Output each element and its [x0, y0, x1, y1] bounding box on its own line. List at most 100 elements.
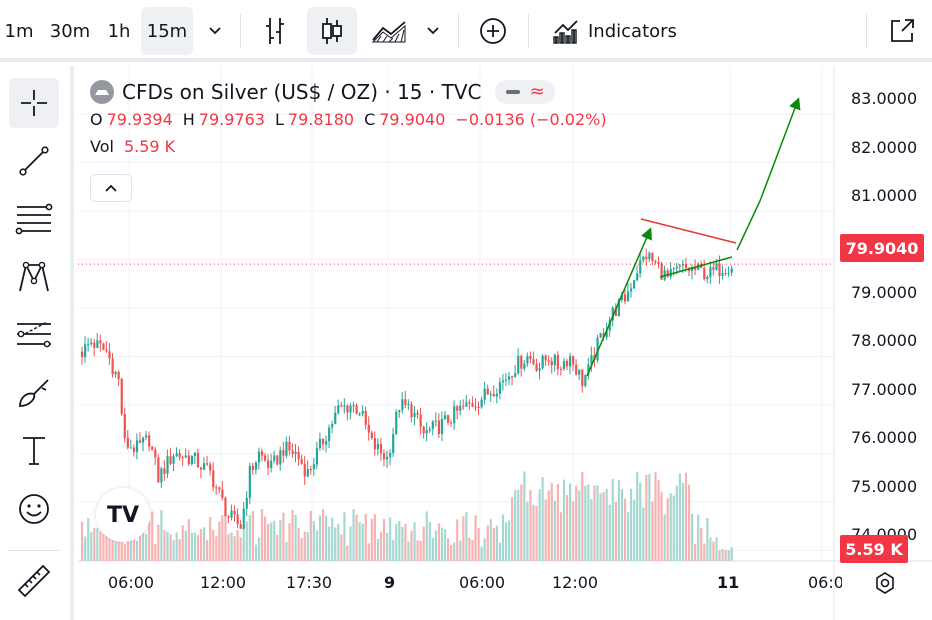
symbol-title[interactable]: CFDs on Silver (US$ / OZ) · 15 · TVC	[122, 80, 482, 104]
volume-bar	[636, 471, 639, 561]
text-tool-icon[interactable]	[9, 426, 59, 476]
collapse-legend-button[interactable]	[90, 174, 132, 202]
volume-bar	[230, 532, 233, 561]
volume-bar	[501, 514, 505, 561]
fullscreen-popout-icon[interactable]	[880, 7, 924, 55]
candle-body	[282, 450, 285, 456]
interval-1h-button[interactable]: 1h	[107, 20, 131, 42]
crosshair-tool-icon[interactable]	[9, 78, 59, 128]
interval-dropdown-chevron-icon[interactable]	[200, 7, 230, 55]
candles-chart-type-icon[interactable]	[307, 7, 357, 55]
volume-bar	[154, 543, 157, 561]
volume-bar	[724, 549, 727, 561]
candle-body	[340, 405, 343, 407]
candle-body	[471, 403, 474, 407]
volume-bar	[364, 513, 367, 561]
volume-bar	[233, 536, 236, 561]
volume-bar	[681, 482, 685, 561]
ruler-measure-tool-icon[interactable]	[9, 556, 59, 606]
volume-bar	[401, 526, 404, 561]
candle-body	[111, 358, 114, 375]
chart-type-dropdown-chevron-icon[interactable]	[418, 7, 448, 55]
volume-bar	[355, 514, 358, 561]
volume-bar	[410, 530, 413, 561]
candle-body	[349, 405, 352, 413]
volume-bar	[657, 480, 660, 561]
candle-body	[303, 463, 306, 477]
candle-body	[126, 437, 129, 448]
ohlc-values: O 79.9394 H 79.9763 L 79.8180 C 79.9040 −0.0…	[90, 110, 613, 129]
candle-body	[145, 435, 148, 438]
candle-body	[508, 376, 511, 380]
indicators-button[interactable]: Indicators	[588, 20, 677, 42]
candle-body	[614, 307, 617, 316]
volume-bar	[291, 509, 294, 561]
candle-body	[453, 406, 456, 424]
candle-body	[379, 443, 383, 454]
area-chart-type-icon[interactable]	[366, 7, 412, 55]
volume-bar	[514, 489, 517, 561]
trend-line-tool-icon[interactable]	[9, 136, 59, 186]
volume-bar	[148, 520, 151, 561]
candle-body	[706, 276, 709, 280]
volume-bar	[138, 530, 142, 561]
volume-bar	[169, 534, 172, 561]
candle-body	[520, 355, 523, 369]
volume-bar	[489, 519, 492, 561]
candle-body	[386, 456, 389, 460]
volume-bar	[257, 537, 261, 561]
candle-body	[206, 463, 209, 465]
candle-body	[169, 456, 172, 464]
candle-body	[456, 406, 459, 411]
candle-body	[727, 272, 730, 274]
volume-bar	[251, 511, 254, 561]
candle-body	[547, 360, 550, 362]
candle-body	[599, 333, 602, 338]
candle-body	[489, 394, 492, 396]
volume-bar	[373, 514, 376, 561]
volume-bar	[239, 537, 242, 561]
volume-bar	[526, 501, 529, 561]
volume-bar	[337, 523, 340, 561]
candle-body	[535, 364, 538, 371]
interval-1m-button[interactable]: 1m	[4, 20, 34, 42]
pole-arrow	[586, 227, 652, 377]
candle-body	[611, 307, 614, 321]
volume-bar	[565, 495, 569, 561]
candle-body	[175, 453, 178, 457]
volume-bar	[480, 546, 483, 561]
candle-body	[84, 344, 87, 358]
candle-body	[681, 264, 685, 266]
interval-30m-button[interactable]: 30m	[49, 20, 91, 42]
tradingview-logo[interactable]: TV	[96, 488, 150, 542]
candle-body	[129, 447, 132, 449]
candle-body	[626, 291, 630, 302]
fib-retracement-tool-icon[interactable]	[9, 194, 59, 244]
candle-body	[620, 294, 624, 300]
volume-bar	[443, 529, 447, 561]
silver-symbol-logo-icon	[90, 80, 114, 104]
interval-15m-button[interactable]: 15m	[141, 7, 193, 55]
pattern-tool-icon[interactable]	[9, 252, 59, 302]
bars-chart-type-icon[interactable]	[252, 7, 298, 55]
volume-bar	[425, 511, 428, 561]
volume-bar	[642, 507, 645, 561]
volume-bar	[614, 501, 617, 561]
price-chart[interactable]	[78, 66, 932, 620]
candle-body	[93, 342, 96, 348]
volume-bar	[547, 490, 550, 561]
volume-bar	[206, 539, 209, 561]
market-status-pill[interactable]: ≈	[495, 80, 556, 104]
compare-add-symbol-icon[interactable]	[470, 7, 516, 55]
volume-bar	[508, 520, 511, 561]
open-key: O	[90, 110, 103, 129]
candle-body	[422, 426, 425, 434]
forecasting-tool-icon[interactable]	[9, 310, 59, 360]
chart-settings-icon[interactable]	[872, 570, 898, 596]
indicators-icon[interactable]	[546, 7, 586, 55]
emoji-tool-icon[interactable]	[9, 484, 59, 534]
candle-body	[257, 451, 261, 463]
chart-pane[interactable]	[78, 66, 932, 620]
candle-body	[437, 420, 441, 434]
brush-tool-icon[interactable]	[9, 368, 59, 418]
